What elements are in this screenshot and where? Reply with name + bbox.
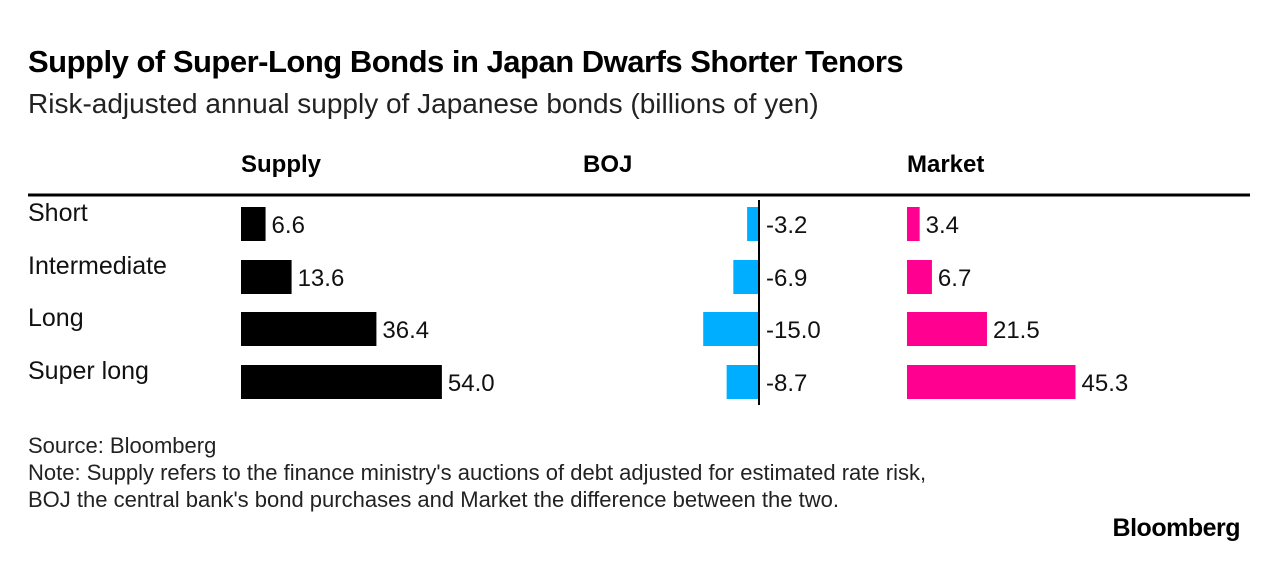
- value-label-supply-short: 6.6: [272, 212, 305, 239]
- value-label-boj-super-long: -8.7: [766, 370, 807, 397]
- bar-supply-super-long: [241, 365, 442, 399]
- category-label-short: Short: [28, 199, 88, 227]
- value-label-market-super-long: 45.3: [1082, 370, 1129, 397]
- value-label-supply-super-long: 54.0: [448, 370, 495, 397]
- bloomberg-logo: Bloomberg: [1112, 514, 1241, 542]
- chart-title: Supply of Super-Long Bonds in Japan Dwar…: [28, 44, 904, 79]
- value-label-market-intermediate: 6.7: [938, 265, 971, 292]
- bar-market-short: [907, 207, 920, 241]
- bar-chart: Supply BOJ Market Short Intermediate Long Supe…: [28, 151, 1250, 405]
- bar-supply-intermediate: [241, 260, 292, 294]
- series-header-boj: BOJ: [583, 151, 632, 178]
- bar-market-intermediate: [907, 260, 932, 294]
- chart-subtitle: Risk-adjusted annual supply of Japanese …: [28, 88, 819, 119]
- category-label-super-long: Super long: [28, 357, 149, 385]
- bar-market-super-long: [907, 365, 1076, 399]
- value-label-supply-long: 36.4: [382, 317, 429, 344]
- value-label-boj-long: -15.0: [766, 317, 821, 344]
- source-note: Source: Bloomberg: [28, 433, 217, 458]
- value-label-supply-intermediate: 13.6: [298, 265, 345, 292]
- bar-supply-long: [241, 312, 377, 346]
- series-header-market: Market: [907, 151, 984, 178]
- bar-boj-super-long: [726, 365, 759, 399]
- bar-market-long: [907, 312, 987, 346]
- bar-boj-intermediate: [733, 260, 759, 294]
- category-label-long: Long: [28, 304, 84, 332]
- footnote: Note: Supply refers to the finance minis…: [28, 460, 927, 512]
- value-label-market-short: 3.4: [926, 212, 959, 239]
- value-label-boj-short: -3.2: [766, 212, 807, 239]
- bar-boj-long: [703, 312, 759, 346]
- chart-footer: Source: Bloomberg Note: Supply refers to…: [28, 432, 948, 513]
- bar-supply-short: [241, 207, 266, 241]
- bar-boj-short: [747, 207, 759, 241]
- category-label-intermediate: Intermediate: [28, 252, 167, 280]
- series-header-supply: Supply: [241, 151, 322, 178]
- value-label-market-long: 21.5: [993, 317, 1040, 344]
- value-label-boj-intermediate: -6.9: [766, 265, 807, 292]
